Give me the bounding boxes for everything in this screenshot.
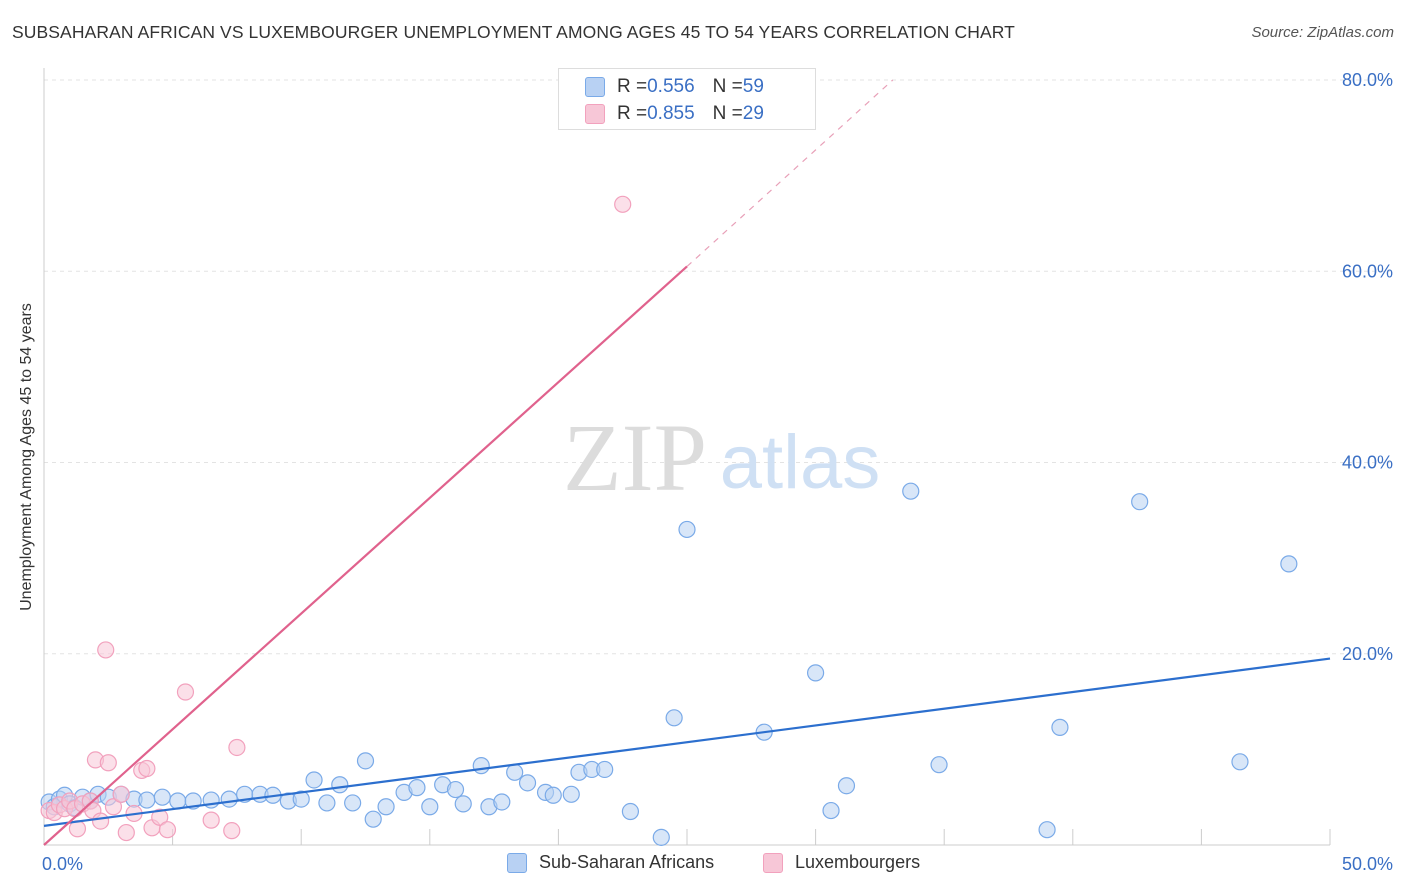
point-subsaharan xyxy=(305,771,323,789)
point-luxembourger xyxy=(228,738,246,757)
y-tick-label: 60.0% xyxy=(1342,261,1393,281)
point-subsaharan xyxy=(902,482,920,500)
point-subsaharan xyxy=(292,790,310,808)
point-subsaharan xyxy=(454,795,472,813)
point-subsaharan xyxy=(331,776,349,794)
series-legend: Sub-Saharan Africans Luxembourgers xyxy=(0,852,1406,878)
point-luxembourger xyxy=(614,195,632,213)
point-subsaharan xyxy=(1038,821,1056,839)
point-subsaharan xyxy=(652,828,670,846)
point-luxembourger xyxy=(176,683,195,701)
point-luxembourger xyxy=(117,823,135,842)
point-subsaharan xyxy=(220,790,238,808)
point-subsaharan xyxy=(153,788,171,806)
y-tick-label: 20.0% xyxy=(1342,644,1393,664)
point-luxembourger xyxy=(91,812,110,830)
watermark-zip: ZIP xyxy=(563,404,707,511)
legend-n-label: N = xyxy=(712,103,743,124)
point-subsaharan xyxy=(596,760,614,779)
point-subsaharan xyxy=(472,757,490,775)
point-subsaharan xyxy=(562,785,580,803)
point-luxembourger xyxy=(158,821,177,839)
trend-line-luxembourger xyxy=(43,265,688,846)
legend-item-luxembourger: Luxembourgers xyxy=(763,852,920,873)
point-subsaharan xyxy=(806,664,825,682)
watermark-atlas: atlas xyxy=(720,420,881,505)
x-tick-label: 0.0% xyxy=(42,854,83,874)
point-subsaharan xyxy=(518,774,537,792)
data-points xyxy=(40,195,1298,846)
point-luxembourger xyxy=(202,811,220,829)
trend-lines xyxy=(43,79,1331,846)
point-subsaharan xyxy=(344,794,362,812)
point-subsaharan xyxy=(544,786,562,804)
point-subsaharan xyxy=(356,752,375,770)
point-subsaharan xyxy=(421,798,439,816)
point-subsaharan xyxy=(822,801,840,820)
point-subsaharan xyxy=(364,810,382,828)
x-tick-label: 50.0% xyxy=(1342,854,1393,874)
legend-swatch-pink xyxy=(763,852,783,873)
point-subsaharan xyxy=(665,709,683,727)
legend-label-subsaharan: Sub-Saharan Africans xyxy=(539,852,715,872)
legend-item-subsaharan: Sub-Saharan Africans xyxy=(507,852,714,873)
point-luxembourger xyxy=(223,822,241,840)
legend-r-value: 0.556 xyxy=(647,76,695,97)
point-luxembourger xyxy=(104,798,123,816)
legend-n-value: 29 xyxy=(742,103,764,124)
chart-title: SUBSAHARAN AFRICAN VS LUXEMBOURGER UNEMP… xyxy=(12,22,1015,42)
point-subsaharan xyxy=(318,794,336,812)
y-tick-label: 40.0% xyxy=(1342,453,1393,473)
point-subsaharan xyxy=(837,777,856,795)
point-subsaharan xyxy=(138,791,156,809)
point-luxembourger xyxy=(138,759,156,778)
watermark: ZIP atlas xyxy=(563,404,880,511)
legend-n-label: N = xyxy=(712,76,743,97)
point-luxembourger xyxy=(151,808,169,826)
point-subsaharan xyxy=(930,756,948,774)
point-luxembourger xyxy=(112,785,130,803)
legend-r-label: R = xyxy=(617,76,648,97)
point-subsaharan xyxy=(446,780,465,799)
legend-r-label: R = xyxy=(617,103,648,124)
point-subsaharan xyxy=(678,520,696,539)
point-subsaharan xyxy=(1051,718,1069,736)
point-subsaharan xyxy=(377,798,395,816)
trend-line-subsaharan xyxy=(43,657,1331,827)
source-credit: Source: ZipAtlas.com xyxy=(1251,24,1394,41)
point-subsaharan xyxy=(506,763,524,781)
grid-lines xyxy=(44,79,1390,655)
axes xyxy=(43,68,1331,846)
point-luxembourger xyxy=(99,754,117,772)
legend-n-value: 59 xyxy=(742,76,764,97)
legend-row-subsaharan: R = 0.556 N = 59 xyxy=(585,74,764,100)
legend-r-value: 0.855 xyxy=(647,103,695,124)
legend-label-luxembourger: Luxembourgers xyxy=(795,852,921,872)
point-subsaharan xyxy=(1131,493,1149,511)
point-subsaharan xyxy=(169,792,187,810)
point-subsaharan xyxy=(1231,753,1249,771)
trend-line-luxembourger-extension xyxy=(686,79,894,267)
y-tick-label: 80.0% xyxy=(1342,70,1393,90)
legend-swatch-pink xyxy=(585,104,605,124)
tick-labels: 20.0% 40.0% 60.0% 80.0% 0.0% 50.0% xyxy=(42,70,1393,874)
legend-swatch-blue xyxy=(585,77,605,97)
correlation-legend: R = 0.556 N = 59 R = 0.855 N = 29 xyxy=(558,68,816,130)
point-subsaharan xyxy=(408,779,426,797)
legend-swatch-blue xyxy=(507,852,527,873)
point-subsaharan xyxy=(621,802,640,821)
point-subsaharan xyxy=(493,793,511,811)
point-subsaharan xyxy=(1280,555,1298,573)
legend-row-luxembourger: R = 0.855 N = 29 xyxy=(585,101,764,127)
point-luxembourger xyxy=(97,641,115,659)
